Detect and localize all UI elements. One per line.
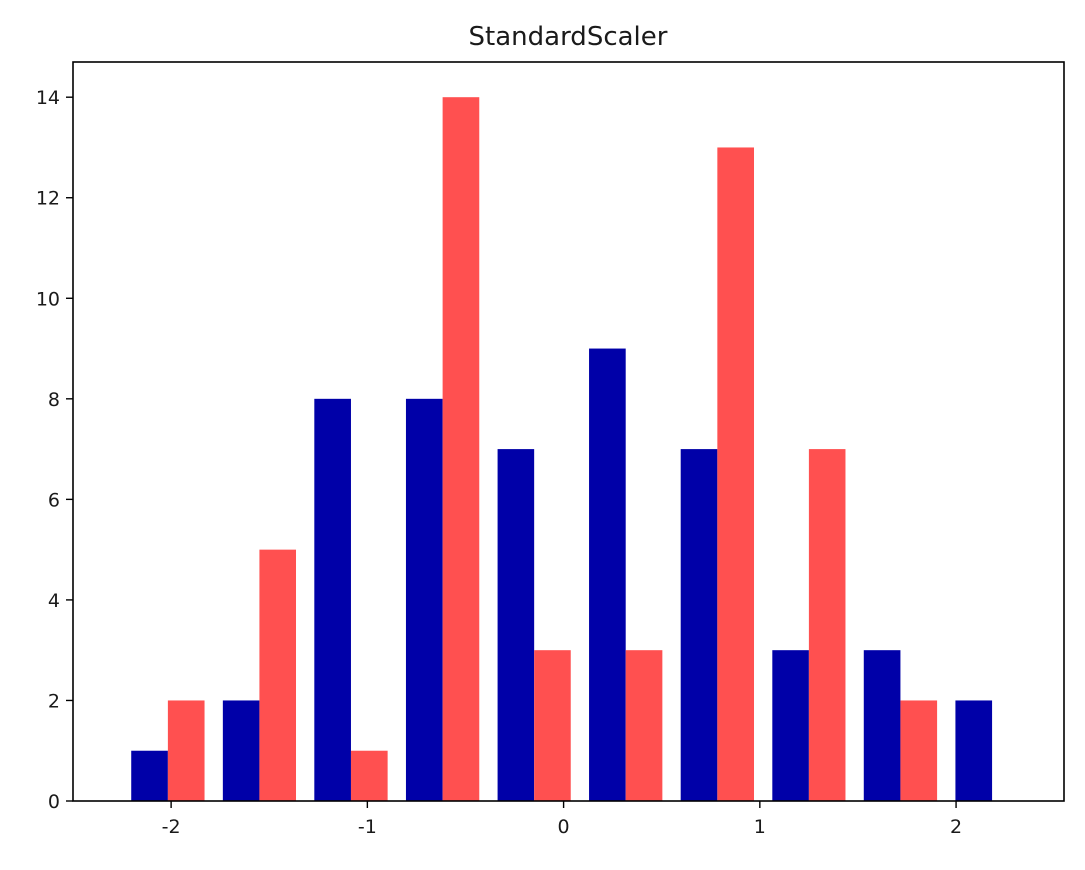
bar-series-1-bin-5 <box>497 449 535 801</box>
bar-series-1-bin-2 <box>222 700 260 801</box>
x-tick-label: 2 <box>950 816 962 838</box>
y-tick-label: 2 <box>48 690 60 712</box>
bar-series-1-bin-6 <box>589 348 626 801</box>
y-tick-label: 0 <box>48 791 60 813</box>
y-axis: 0 2 4 6 8 10 12 14 <box>36 87 73 813</box>
bar-series-2-bin-9 <box>900 700 938 801</box>
bar-series-2-bin-5 <box>534 650 571 801</box>
y-tick-label: 4 <box>48 590 60 612</box>
bar-series-2-bin-4 <box>442 97 480 801</box>
bar-series-1-bin-7 <box>680 449 718 801</box>
bar-series-1-bin-4 <box>405 398 443 801</box>
bar-series-1-bin-10 <box>955 700 993 801</box>
bar-series-2-bin-1 <box>167 700 205 801</box>
bar-series-2-bin-3 <box>350 750 388 801</box>
bar-series-2-bin-2 <box>259 549 297 801</box>
bar-series-1-bin-3 <box>314 398 351 801</box>
y-tick-label: 14 <box>36 87 60 109</box>
bar-series-1-bin-9 <box>863 650 901 801</box>
x-tick-label: -1 <box>358 816 377 838</box>
y-tick-label: 12 <box>36 188 60 210</box>
bar-series-2-bin-7 <box>717 147 755 801</box>
x-axis: -2 -1 0 1 2 <box>162 801 962 838</box>
bar-series-2-bin-6 <box>625 650 663 801</box>
y-tick-label: 10 <box>36 288 60 310</box>
bar-series-1-bin-8 <box>772 650 809 801</box>
bars-group <box>131 97 993 801</box>
x-tick-label: -2 <box>162 816 181 838</box>
y-tick-label: 6 <box>48 489 60 511</box>
chart-title: StandardScaler <box>469 22 668 52</box>
x-tick-label: 0 <box>558 816 570 838</box>
plot-frame <box>72 61 1065 802</box>
y-tick-label: 8 <box>48 389 60 411</box>
x-tick-label: 1 <box>754 816 766 838</box>
bar-series-2-bin-8 <box>808 449 846 801</box>
bar-series-1-bin-1 <box>131 750 168 801</box>
